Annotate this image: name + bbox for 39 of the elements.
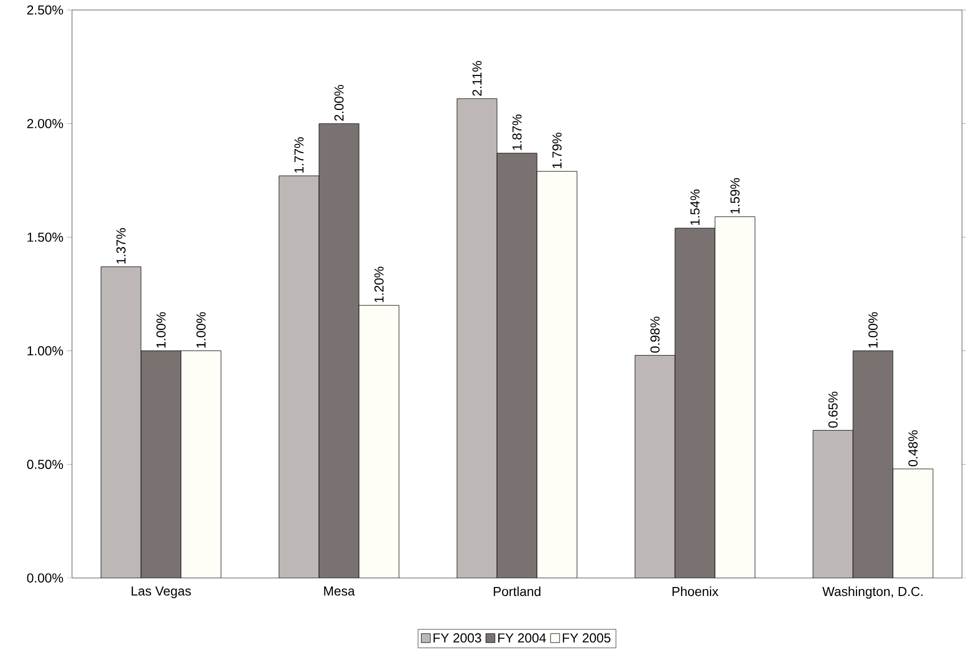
y-tick-label: 2.00% <box>27 118 64 128</box>
data-label: 1.77% <box>294 137 304 173</box>
bar <box>100 266 142 578</box>
data-label: 0.65% <box>828 392 838 428</box>
data-label: 1.00% <box>196 312 206 348</box>
bar <box>278 176 320 578</box>
bar <box>140 350 182 578</box>
bar <box>674 228 716 578</box>
x-tick-label: Mesa <box>324 586 355 596</box>
x-tick-label: Las Vegas <box>132 586 191 598</box>
legend-label: FY 2005 <box>562 633 610 643</box>
data-label: 0.98% <box>650 316 660 353</box>
data-label: 2.00% <box>334 84 344 121</box>
data-label: 1.00% <box>868 312 878 348</box>
data-label: 1.37% <box>116 228 126 264</box>
bar <box>634 355 676 578</box>
data-label: 1.59% <box>730 178 740 214</box>
data-label: 1.54% <box>690 190 700 225</box>
data-label: 0.48% <box>908 430 918 466</box>
legend-label: FY 2004 <box>498 633 546 643</box>
y-tick-label: 0.00% <box>27 573 64 583</box>
bar <box>812 430 854 578</box>
bar <box>318 123 360 578</box>
x-tick-label: Portland <box>494 586 540 596</box>
y-tick-label: 1.50% <box>28 232 64 242</box>
data-label: 2.11% <box>472 60 482 96</box>
data-label: 1.87% <box>512 114 522 150</box>
data-label: 1.79% <box>552 132 562 168</box>
data-label: 1.00% <box>156 312 166 348</box>
y-tick-label: 1.00% <box>28 346 64 356</box>
bar <box>456 98 498 578</box>
data-label: 1.20% <box>374 266 384 302</box>
y-tick-label: 2.50% <box>27 5 64 15</box>
x-tick-label: Phoenix <box>672 586 718 596</box>
bar <box>496 152 538 578</box>
x-tick-label: Washington, D.C. <box>822 586 922 599</box>
legend-label: FY 2003 <box>434 633 482 643</box>
bar <box>852 350 894 578</box>
y-tick-label: 0.50% <box>27 460 64 469</box>
